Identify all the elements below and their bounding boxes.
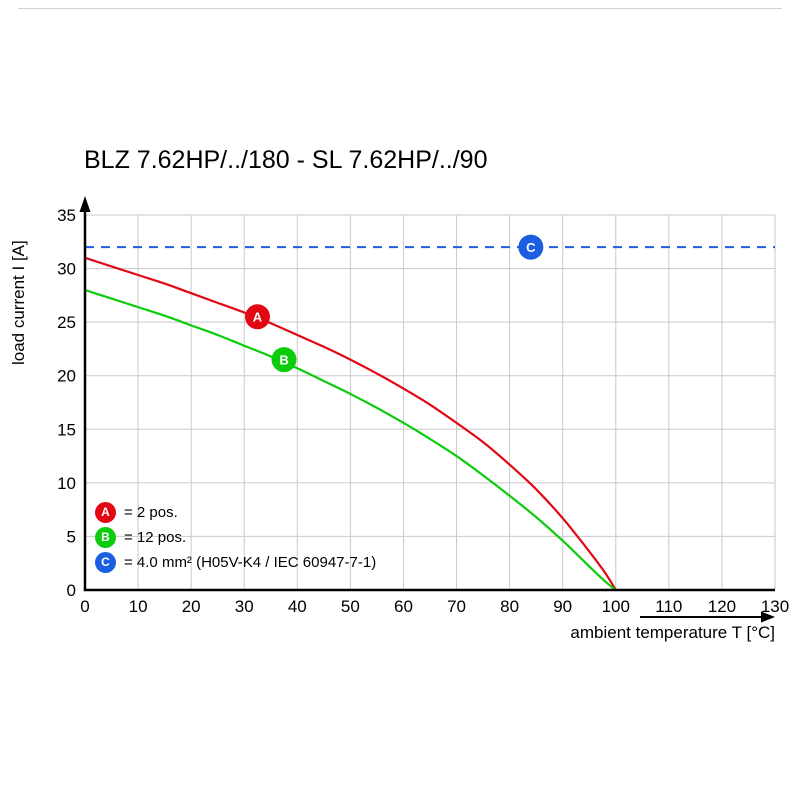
y-tick-label: 5 [67, 527, 76, 546]
curve-a [84, 256, 617, 591]
marker-label-c: C [526, 240, 536, 255]
x-axis-label: ambient temperature T [°C] [570, 623, 775, 642]
y-tick-label: 25 [57, 313, 76, 332]
chart-title: BLZ 7.62HP/../180 - SL 7.62HP/../90 [84, 146, 488, 174]
legend-label-c: = 4.0 mm² (H05V-K4 / IEC 60947-7-1) [124, 553, 377, 571]
y-axis-label: load current I [A] [9, 240, 28, 365]
y-tick-label: 10 [57, 474, 76, 493]
marker-label-b: B [279, 352, 288, 367]
x-tick-label: 120 [708, 597, 736, 616]
legend-item-c: C = 4.0 mm² (H05V-K4 / IEC 60947-7-1) [95, 551, 376, 573]
x-tick-label: 130 [761, 597, 789, 616]
x-tick-label: 0 [80, 597, 89, 616]
y-axis-arrow [79, 196, 91, 212]
y-tick-label: 30 [57, 260, 76, 279]
top-divider [18, 8, 782, 9]
x-tick-label: 40 [288, 597, 307, 616]
y-tick-label: 35 [57, 206, 76, 225]
legend: A = 2 pos. B = 12 pos. C = 4.0 mm² (H05V… [95, 501, 376, 576]
marker-a [245, 304, 270, 330]
marker-b [271, 347, 297, 373]
y-tick-label: 20 [57, 367, 76, 386]
x-tick-label: 70 [447, 597, 466, 616]
x-tick-label: 90 [553, 597, 572, 616]
legend-item-b: B = 12 pos. [95, 526, 376, 548]
x-tick-label: 110 [655, 597, 682, 616]
x-tick-label: 80 [500, 597, 519, 616]
legend-item-a: A = 2 pos. [95, 501, 376, 523]
legend-marker-c: C [95, 551, 116, 573]
legend-marker-a: A [95, 501, 116, 523]
legend-marker-b: B [95, 526, 116, 548]
y-tick-label: 0 [67, 581, 76, 600]
x-tick-label: 10 [129, 597, 148, 616]
marker-label-a: A [253, 309, 263, 324]
legend-label-a: = 2 pos. [124, 503, 178, 521]
x-axis-arrow [761, 611, 775, 623]
y-tick-label: 15 [57, 420, 76, 439]
x-tick-label: 30 [235, 597, 254, 616]
x-tick-label: 50 [341, 597, 360, 616]
curve-b [84, 288, 617, 591]
x-tick-label: 20 [182, 597, 201, 616]
marker-c [518, 234, 544, 260]
legend-label-b: = 12 pos. [124, 528, 187, 546]
x-tick-label: 100 [602, 597, 630, 616]
x-tick-label: 60 [394, 597, 413, 616]
